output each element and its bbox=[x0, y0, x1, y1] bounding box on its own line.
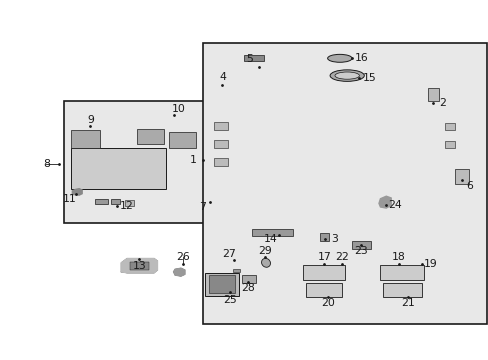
Text: 7: 7 bbox=[199, 202, 206, 212]
Text: 9: 9 bbox=[87, 114, 94, 125]
Bar bbox=[444, 141, 454, 148]
Ellipse shape bbox=[329, 70, 364, 81]
Polygon shape bbox=[210, 55, 459, 254]
Text: 13: 13 bbox=[132, 261, 146, 271]
Text: 11: 11 bbox=[62, 194, 76, 204]
Text: 12: 12 bbox=[119, 201, 133, 211]
Bar bbox=[242, 275, 255, 283]
Text: 18: 18 bbox=[391, 252, 405, 262]
Bar bbox=[351, 241, 370, 249]
Bar bbox=[454, 169, 468, 184]
Text: 6: 6 bbox=[465, 181, 472, 192]
Polygon shape bbox=[72, 189, 82, 195]
Text: 8: 8 bbox=[43, 159, 50, 169]
Bar bbox=[244, 55, 264, 61]
Polygon shape bbox=[173, 268, 184, 276]
Bar bbox=[427, 88, 438, 101]
Bar bbox=[305, 283, 342, 297]
Bar bbox=[214, 122, 227, 130]
Ellipse shape bbox=[261, 258, 270, 267]
Bar bbox=[129, 262, 149, 270]
Ellipse shape bbox=[334, 72, 359, 79]
Bar bbox=[232, 269, 239, 272]
Text: 21: 21 bbox=[401, 298, 414, 308]
Text: 22: 22 bbox=[335, 252, 348, 262]
Text: 19: 19 bbox=[423, 258, 436, 269]
Ellipse shape bbox=[327, 54, 351, 62]
Bar bbox=[209, 275, 234, 293]
Bar bbox=[71, 130, 100, 148]
Bar bbox=[111, 199, 120, 204]
Bar bbox=[95, 199, 107, 204]
Polygon shape bbox=[378, 196, 390, 208]
Text: 1: 1 bbox=[189, 155, 196, 165]
Text: 25: 25 bbox=[223, 294, 236, 305]
Bar bbox=[303, 265, 344, 280]
Bar bbox=[251, 229, 293, 236]
Bar bbox=[63, 101, 215, 223]
Bar bbox=[137, 129, 163, 144]
Bar bbox=[205, 273, 238, 296]
Text: 29: 29 bbox=[258, 246, 271, 256]
Text: 17: 17 bbox=[317, 252, 330, 262]
Bar bbox=[124, 200, 134, 206]
Text: 4: 4 bbox=[219, 72, 225, 82]
Bar bbox=[320, 233, 328, 241]
Text: 3: 3 bbox=[331, 234, 338, 244]
Text: 23: 23 bbox=[353, 246, 367, 256]
Bar bbox=[214, 140, 227, 148]
Bar bbox=[382, 283, 421, 297]
Bar bbox=[444, 123, 454, 130]
Text: 24: 24 bbox=[387, 200, 401, 210]
Polygon shape bbox=[121, 258, 157, 273]
Text: 20: 20 bbox=[320, 298, 334, 308]
Bar bbox=[203, 43, 486, 324]
Text: 16: 16 bbox=[354, 53, 368, 63]
Text: 28: 28 bbox=[241, 283, 255, 293]
Text: 15: 15 bbox=[362, 73, 375, 84]
Bar bbox=[71, 148, 166, 189]
Text: 2: 2 bbox=[438, 98, 445, 108]
Text: 5: 5 bbox=[245, 54, 252, 64]
Text: 27: 27 bbox=[222, 249, 235, 259]
Bar bbox=[168, 132, 195, 148]
Bar bbox=[214, 158, 227, 166]
Text: 10: 10 bbox=[171, 104, 185, 114]
Text: 14: 14 bbox=[263, 234, 277, 244]
Bar bbox=[380, 265, 424, 280]
Text: 26: 26 bbox=[176, 252, 190, 262]
